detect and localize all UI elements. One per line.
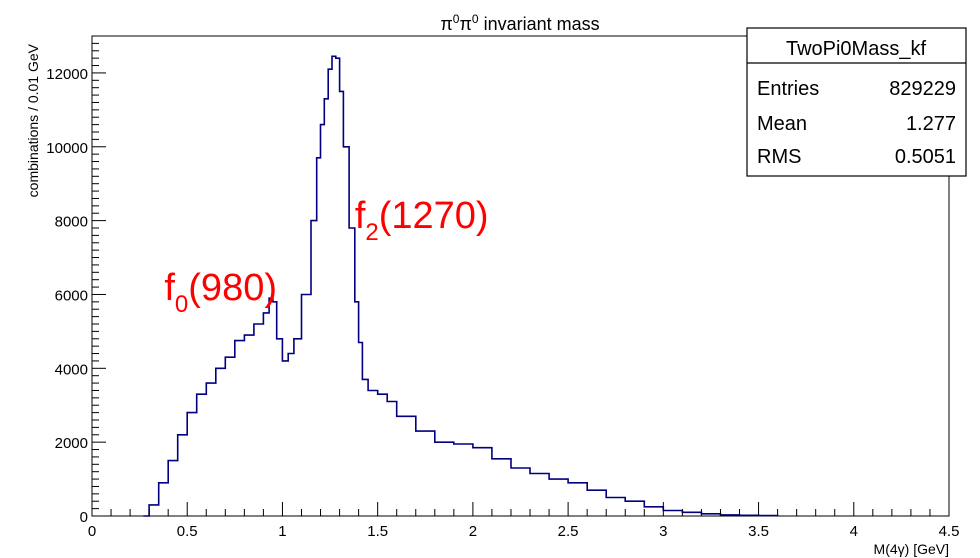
x-tick-label: 0.5 (177, 523, 198, 540)
x-tick-label: 3 (659, 523, 667, 540)
y-tick-label: 2000 (55, 435, 88, 452)
stats-box: TwoPi0Mass_kf Entries 829229 Mean 1.277 … (746, 27, 967, 177)
y-tick-label: 12000 (46, 66, 88, 83)
x-axis-ticks: 0 0.5 1 1.5 2 2.5 3 3.5 4 4.5 (88, 502, 960, 540)
annotation-f0-980: f0(980) (164, 267, 277, 318)
stats-rms-label: RMS (757, 146, 801, 168)
y-tick-label: 10000 (46, 140, 88, 157)
x-tick-label: 3.5 (748, 523, 769, 540)
x-tick-label: 0 (88, 523, 96, 540)
y-tick-label: 6000 (55, 287, 88, 304)
x-tick-label: 2 (469, 523, 477, 540)
x-tick-label: 1 (278, 523, 286, 540)
x-axis-label: M(4γ) [GeV] (874, 541, 949, 557)
x-tick-label: 4 (850, 523, 858, 540)
plot-frame (91, 35, 950, 517)
y-tick-label: 0 (80, 509, 88, 526)
y-axis-ticks: 0 2000 4000 6000 8000 10000 12000 (46, 35, 106, 526)
stats-box-name: TwoPi0Mass_kf (786, 38, 926, 60)
stats-entries-label: Entries (757, 78, 819, 100)
y-axis-label: combinations / 0.01 GeV (25, 43, 41, 197)
x-tick-label: 1.5 (367, 523, 388, 540)
stats-mean-value: 1.277 (906, 113, 956, 135)
chart-title: π0π0 invariant mass (440, 12, 599, 34)
x-tick-label: 4.5 (939, 523, 960, 540)
y-tick-label: 4000 (55, 361, 88, 378)
histogram-series-line (143, 55, 779, 517)
stats-entries-value: 829229 (889, 78, 956, 100)
annotation-f2-1270: f2(1270) (355, 195, 489, 246)
y-tick-label: 8000 (55, 214, 88, 231)
x-tick-label: 2.5 (558, 523, 579, 540)
stats-mean-label: Mean (757, 113, 807, 135)
stats-rms-value: 0.5051 (895, 146, 956, 168)
